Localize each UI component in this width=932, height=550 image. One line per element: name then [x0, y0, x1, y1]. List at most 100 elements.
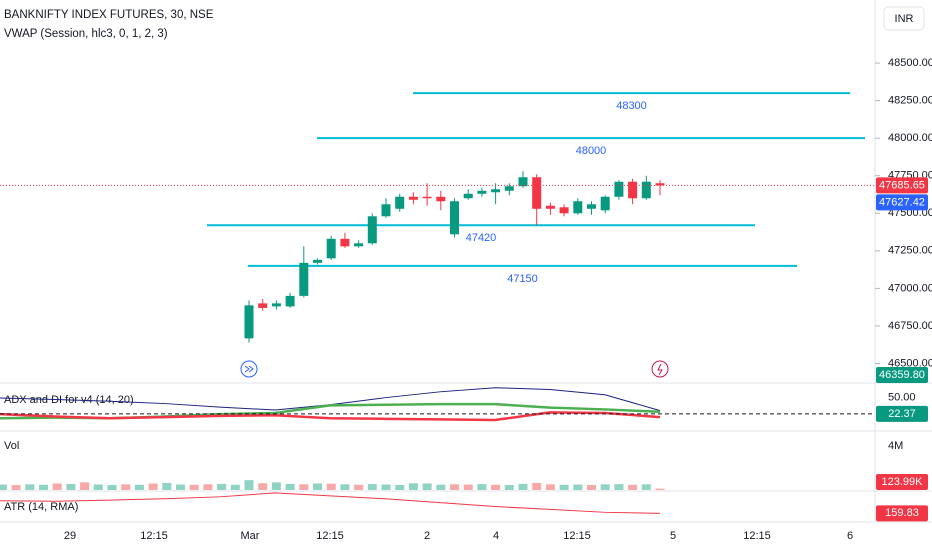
chart-title: BANKNIFTY INDEX FUTURES, 30, NSE [4, 9, 214, 21]
volume-bar [271, 482, 281, 490]
volume-bar [628, 484, 638, 490]
x-tick-label: 2 [424, 530, 430, 542]
candle-body [463, 193, 473, 199]
candle-body [450, 201, 459, 235]
currency[interactable]: INR [895, 13, 914, 25]
volume-bar [176, 484, 185, 490]
volume-bar [299, 484, 309, 490]
candle-body [340, 238, 350, 247]
volume-bar [189, 484, 199, 490]
volume-bar [381, 484, 391, 490]
indicator-title: VWAP (Session, hlc3, 0, 1, 2, 3) [4, 28, 168, 40]
y-tick-label: 50.00 [888, 392, 916, 404]
candle-body [641, 181, 651, 199]
y-tick-label: 4M [888, 440, 903, 452]
currency-button[interactable] [883, 6, 925, 31]
atr-label: 159.83 [885, 507, 919, 519]
volume-bar [655, 488, 665, 490]
x-tick-label: 12:15 [743, 530, 771, 542]
candle-body [545, 205, 555, 209]
volume-bar [217, 483, 227, 490]
y-tick-label: 48250.00 [888, 95, 932, 107]
volume-bar [134, 484, 144, 490]
candle-body [299, 262, 309, 296]
candle-body [628, 181, 638, 199]
event-icon-glyph [657, 363, 663, 376]
x-tick-label: 12:15 [140, 530, 168, 542]
candle-body [573, 201, 583, 214]
candle-body [655, 183, 665, 186]
x-tick-label: 29 [64, 530, 76, 542]
volume-bar [203, 484, 213, 490]
candle-body [614, 181, 624, 197]
volume-bar [587, 484, 596, 490]
candle-body [271, 303, 281, 307]
price-label: 47627.42 [879, 196, 925, 208]
candle-body [477, 190, 487, 194]
candle-body [381, 204, 391, 217]
volume-bar [477, 484, 487, 490]
volume-bar [0, 484, 7, 490]
candle-body [313, 259, 322, 263]
y-tick-label: 46500.00 [888, 357, 932, 369]
event-icon[interactable] [651, 360, 669, 378]
y-tick-label: 47000.00 [888, 282, 932, 294]
candle-body [408, 196, 418, 200]
volume-bar [422, 483, 432, 490]
volume-bar [326, 483, 336, 490]
volume-bar [600, 484, 610, 490]
volume-bar [80, 482, 90, 490]
volume-bar [148, 483, 158, 490]
candle-body [354, 243, 364, 247]
volume-bar [39, 484, 48, 490]
x-tick-label: 12:15 [316, 530, 344, 542]
volume-label-box [876, 474, 928, 490]
volume-bar [436, 484, 446, 490]
price-label-box [876, 177, 928, 194]
volume-bar [121, 484, 131, 490]
volume-bar [504, 484, 514, 490]
candle-body [587, 204, 596, 209]
candle-body [285, 295, 295, 307]
atr-label-box [876, 505, 928, 522]
threshold-label-box [876, 405, 928, 422]
volume-bar [450, 484, 459, 490]
volume-label: 123.99K [882, 476, 924, 488]
atr-line [0, 492, 661, 514]
candle-body [559, 207, 569, 214]
volume-bar [559, 484, 569, 490]
volume-bar [463, 484, 473, 490]
volume-bar [258, 483, 268, 490]
x-tick-label: Mar [241, 530, 260, 542]
volume-bar [491, 484, 501, 490]
level-label: 48300 [616, 100, 647, 112]
volume-bar [52, 483, 62, 490]
candle-body [600, 196, 610, 211]
price-label-box [876, 367, 928, 383]
volume-bar [354, 484, 364, 490]
volume-bar [25, 484, 35, 490]
price-label-box [876, 194, 928, 211]
volume-bar [107, 484, 117, 490]
level-label: 48000 [576, 145, 607, 157]
volume-bar [367, 484, 377, 490]
candle-body [367, 216, 377, 244]
y-tick-label: 48000.00 [888, 132, 932, 144]
event-icon-glyph [244, 365, 254, 373]
candle-body [395, 196, 405, 209]
candle-body [258, 303, 268, 308]
volume-bar [313, 483, 322, 490]
x-tick-label: 4 [493, 530, 499, 542]
volume-bar [244, 480, 254, 490]
y-tick-label: 46750.00 [888, 320, 932, 332]
candle-body [326, 238, 336, 259]
y-tick-label: 47250.00 [888, 245, 932, 257]
volume-bar [340, 484, 350, 490]
volume-bar [395, 484, 405, 490]
x-tick-label: 5 [670, 530, 676, 542]
volume-bar [66, 483, 76, 490]
panel-title: ATR (14, RMA) [4, 501, 78, 513]
candle-body [532, 177, 542, 209]
